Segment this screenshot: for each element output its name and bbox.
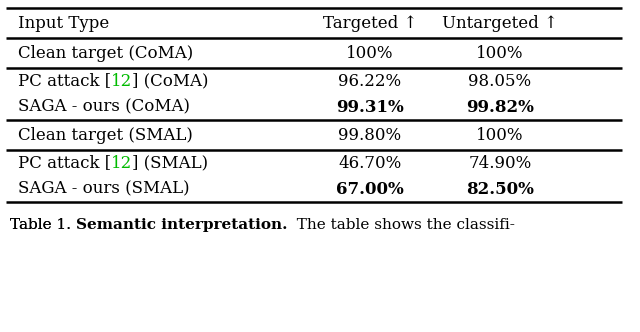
- Text: Clean target (SMAL): Clean target (SMAL): [18, 126, 193, 143]
- Text: 96.22%: 96.22%: [339, 72, 401, 90]
- Text: Table 1.: Table 1.: [10, 218, 76, 232]
- Text: 99.80%: 99.80%: [339, 126, 401, 143]
- Text: 99.31%: 99.31%: [336, 99, 404, 116]
- Text: The table shows the classifi-: The table shows the classifi-: [287, 218, 515, 232]
- Text: 12: 12: [111, 154, 132, 172]
- Text: 46.70%: 46.70%: [339, 154, 402, 172]
- Text: 99.82%: 99.82%: [466, 99, 534, 116]
- Text: 74.90%: 74.90%: [468, 154, 532, 172]
- Text: SAGA - ours (CoMA): SAGA - ours (CoMA): [18, 99, 190, 116]
- Text: PC attack [: PC attack [: [18, 154, 111, 172]
- Text: Table 1.: Table 1.: [10, 218, 76, 232]
- Text: 100%: 100%: [476, 44, 524, 61]
- Text: Untargeted ↑: Untargeted ↑: [442, 15, 558, 32]
- Text: 67.00%: 67.00%: [336, 181, 404, 198]
- Text: 12: 12: [111, 72, 132, 90]
- Text: 100%: 100%: [346, 44, 394, 61]
- Text: 98.05%: 98.05%: [468, 72, 532, 90]
- Text: PC attack [: PC attack [: [18, 72, 111, 90]
- Text: Semantic interpretation.: Semantic interpretation.: [76, 218, 287, 232]
- Text: 82.50%: 82.50%: [466, 181, 534, 198]
- Text: Clean target (CoMA): Clean target (CoMA): [18, 44, 193, 61]
- Text: Input Type: Input Type: [18, 15, 109, 32]
- Text: ] (SMAL): ] (SMAL): [132, 154, 209, 172]
- Text: Targeted ↑: Targeted ↑: [323, 15, 417, 32]
- Text: SAGA - ours (SMAL): SAGA - ours (SMAL): [18, 181, 189, 198]
- Text: ] (CoMA): ] (CoMA): [132, 72, 209, 90]
- Text: 100%: 100%: [476, 126, 524, 143]
